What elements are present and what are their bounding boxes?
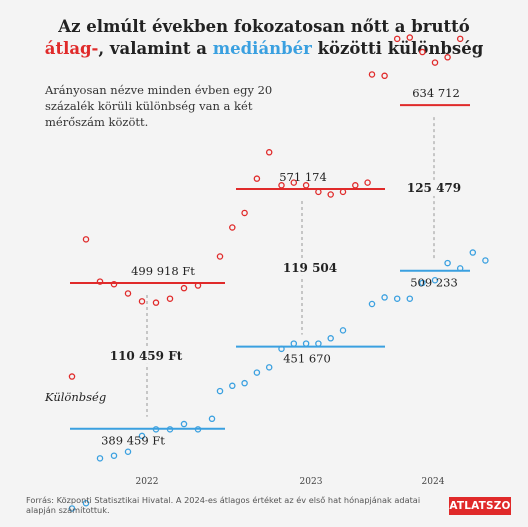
median-label-2023: 451 670 [283,352,331,366]
average-point-2023-13 [364,179,371,186]
median-point-2024-3 [393,295,401,302]
average-point-2022-2 [82,236,90,243]
average-point-2023-7 [290,179,298,186]
average-point-2024-5 [419,48,426,56]
difference-label-2023: 119 504 [283,261,337,275]
median-point-2024-7 [444,259,451,267]
median-label-2022: 389 459 Ft [101,434,165,448]
title-average-word: átlag- [44,39,99,58]
average-point-2023-4 [253,175,261,182]
average-label-2024: 634 712 [412,86,460,100]
median-point-2023-4 [253,369,261,376]
average-label-2023: 571 174 [279,170,327,184]
median-point-2024-1 [368,300,376,308]
title-end: közötti különbség [311,39,484,58]
median-point-2022-3 [96,455,104,462]
median-point-2022-4 [110,452,118,459]
difference-label-bg-2022 [108,347,184,364]
median-point-2023-8 [302,340,310,347]
median-point-2023-2 [229,382,236,390]
median-point-2024-6 [431,277,439,284]
chart-title: Az elmúlt években fokozatosan nőtt a bru… [0,16,528,60]
year-label-2024: 2024 [422,477,445,487]
average-point-2023-3 [241,209,248,217]
difference-label-bg-2024 [396,179,472,196]
average-label-2022: 499 918 Ft [131,264,195,278]
average-point-2023-12 [352,182,359,189]
average-point-2023-6 [278,182,285,189]
difference-label-2024: 125 479 [407,181,461,195]
average-point-2024-6 [431,59,439,66]
atlatszo-logo: ATLATSZO [449,497,511,515]
title-line-2: átlag-, valamint a mediánbér közötti kül… [0,38,528,60]
average-point-2022-1 [68,373,76,380]
year-label-2023: 2023 [300,477,323,487]
median-point-2022-5 [124,448,132,455]
annotation-note: Arányosan nézve minden évben egy 20 száz… [45,83,273,129]
median-point-2022-9 [180,420,188,428]
median-point-2023-7 [290,340,298,347]
median-point-2024-5 [419,279,426,287]
average-point-2022-8 [166,295,174,302]
difference-caption: Különbség [44,390,106,404]
average-point-2022-7 [152,299,160,306]
median-point-2022-6 [138,432,146,440]
median-point-2022-2 [82,499,90,507]
average-point-2024-1 [368,71,376,78]
median-point-2023-11 [339,327,347,334]
source-footer: Forrás: Központi Statisztikai Hivatal. A… [26,495,421,515]
median-point-2023-1 [216,387,224,395]
average-point-2023-5 [265,149,273,156]
average-point-2023-1 [216,253,224,260]
median-point-2022-1 [68,505,76,512]
average-point-2023-9 [315,188,322,196]
average-point-2024-3 [393,35,401,43]
average-point-2024-4 [406,34,414,41]
median-point-2023-3 [241,379,248,387]
average-point-2023-2 [229,224,236,231]
average-point-2022-5 [124,290,132,297]
median-point-2022-11 [208,415,216,423]
median-point-2023-9 [315,340,322,347]
title-connector: , valamint a [98,39,213,58]
difference-label-bg-2023 [272,259,348,276]
year-label-2022: 2022 [136,477,159,487]
median-point-2023-10 [327,335,334,342]
title-median-word: mediánbér [212,39,312,58]
median-point-2024-2 [381,294,388,301]
average-point-2023-11 [339,188,347,196]
median-point-2024-10 [482,257,489,264]
average-point-2022-6 [138,298,146,305]
average-point-2024-7 [444,54,451,61]
difference-label-2022: 110 459 Ft [110,349,183,363]
average-point-2024-2 [381,72,388,80]
average-point-2023-10 [327,191,334,198]
average-point-2024-8 [456,35,464,43]
average-point-2022-9 [180,284,188,292]
median-point-2023-5 [265,364,273,371]
median-point-2024-4 [406,295,414,302]
title-line-1: Az elmúlt években fokozatosan nőtt a bru… [58,17,470,36]
median-point-2024-9 [469,249,477,256]
median-label-2024: 509 233 [410,276,458,290]
average-point-2023-8 [302,182,310,189]
